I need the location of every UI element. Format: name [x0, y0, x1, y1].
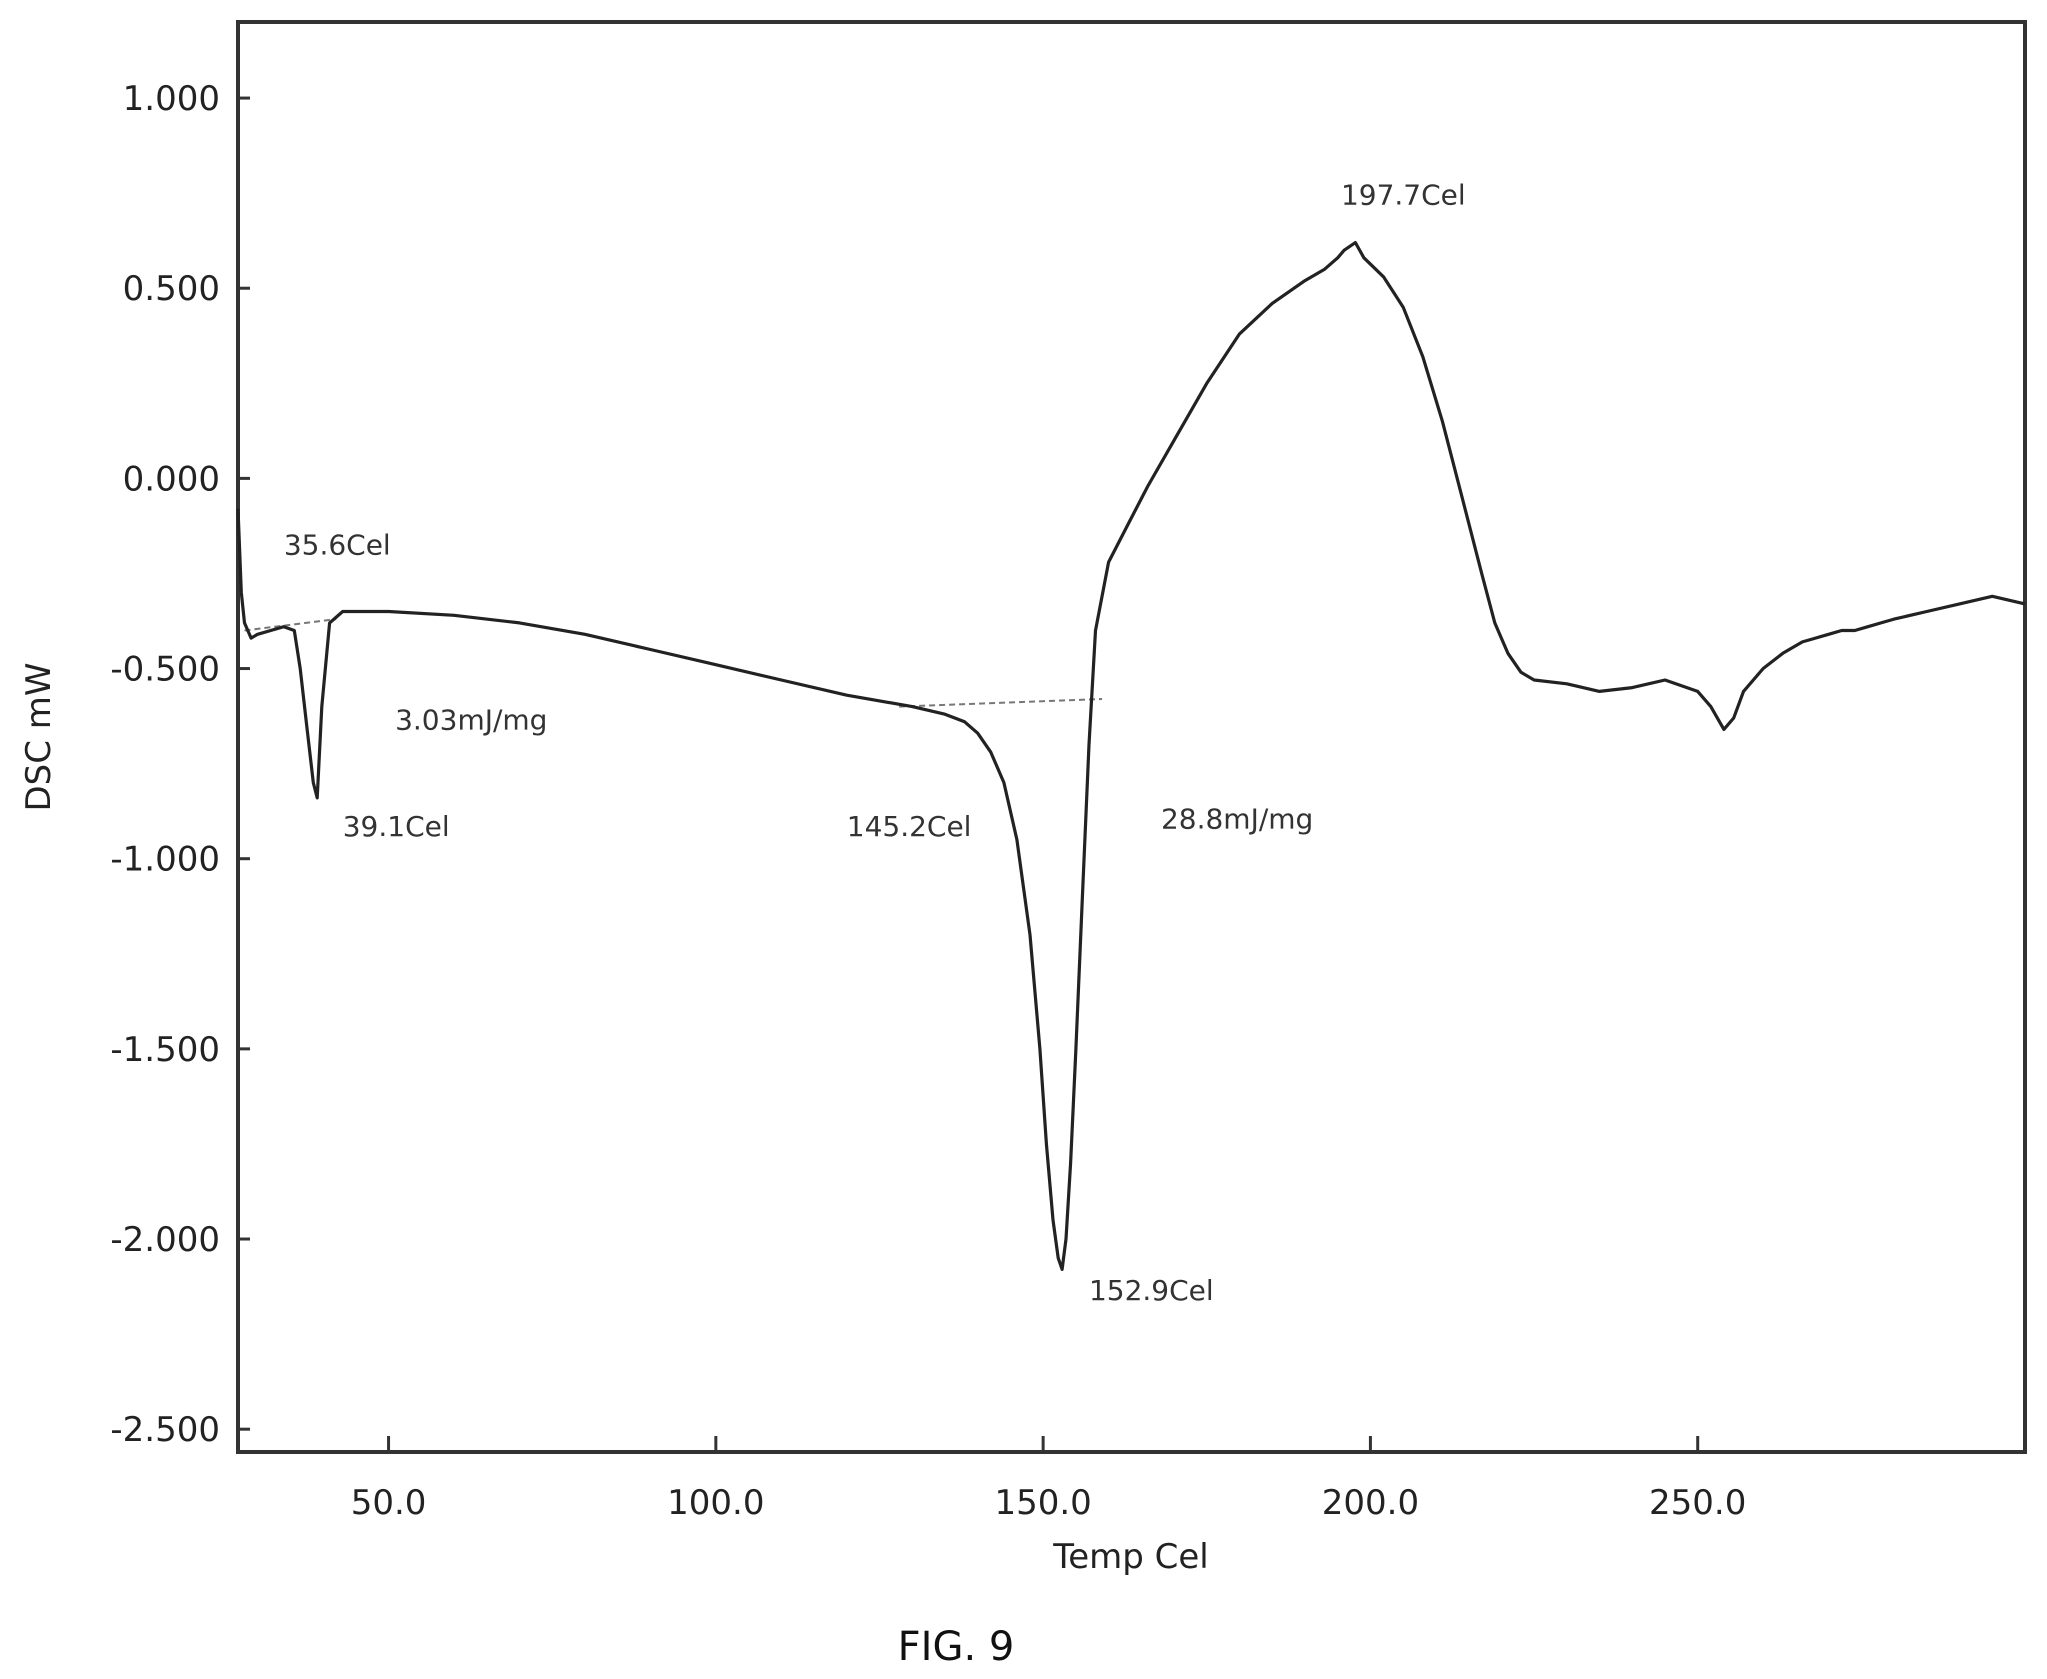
annotation-label: 197.7Cel [1341, 179, 1466, 212]
x-tick-label: 50.0 [351, 1483, 427, 1523]
series-group [236, 241, 2026, 1272]
annotation-label: 39.1Cel [343, 810, 450, 843]
y-tick-label: 0.500 [123, 269, 220, 309]
annotations: 35.6Cel 3.03mJ/mg 39.1Cel 145.2Cel 28.8mJ/mg… [284, 179, 1466, 1307]
baselines [244, 618, 1103, 708]
x-tick-label: 150.0 [994, 1483, 1091, 1523]
baseline-line [899, 697, 1103, 708]
y-tick-label: 1.000 [123, 79, 220, 119]
y-tick-label: -1.500 [110, 1030, 220, 1070]
y-axis-title: DSC mW [19, 662, 59, 811]
x-tick-label: 100.0 [667, 1483, 764, 1523]
annotation-label: 28.8mJ/mg [1161, 802, 1313, 835]
y-tick-label: -2.500 [110, 1410, 220, 1450]
plot-frame [236, 20, 2027, 1454]
annotation-label: 145.2Cel [847, 810, 972, 843]
y-tick-label: -2.000 [110, 1220, 220, 1260]
dsc-curve [236, 241, 2026, 1272]
baseline-line [244, 618, 337, 632]
x-axis-ticks: 50.0 100.0 150.0 200.0 250.0 [351, 1436, 1746, 1523]
x-axis-title: Temp Cel [1052, 1537, 1209, 1577]
y-tick-label: -1.000 [110, 840, 220, 880]
y-axis-ticks: 1.000 0.500 0.000 -0.500 -1.000 -1.500 -2.000 -… [110, 79, 250, 1450]
y-tick-label: 0.000 [123, 459, 220, 499]
annotation-label: 152.9Cel [1089, 1274, 1214, 1307]
y-tick-label: -0.500 [110, 650, 220, 690]
annotation-label: 3.03mJ/mg [395, 703, 547, 736]
figure-caption: FIG. 9 [898, 1624, 1015, 1670]
x-tick-label: 200.0 [1322, 1483, 1419, 1523]
annotation-label: 35.6Cel [284, 528, 391, 561]
x-tick-label: 250.0 [1649, 1483, 1746, 1523]
